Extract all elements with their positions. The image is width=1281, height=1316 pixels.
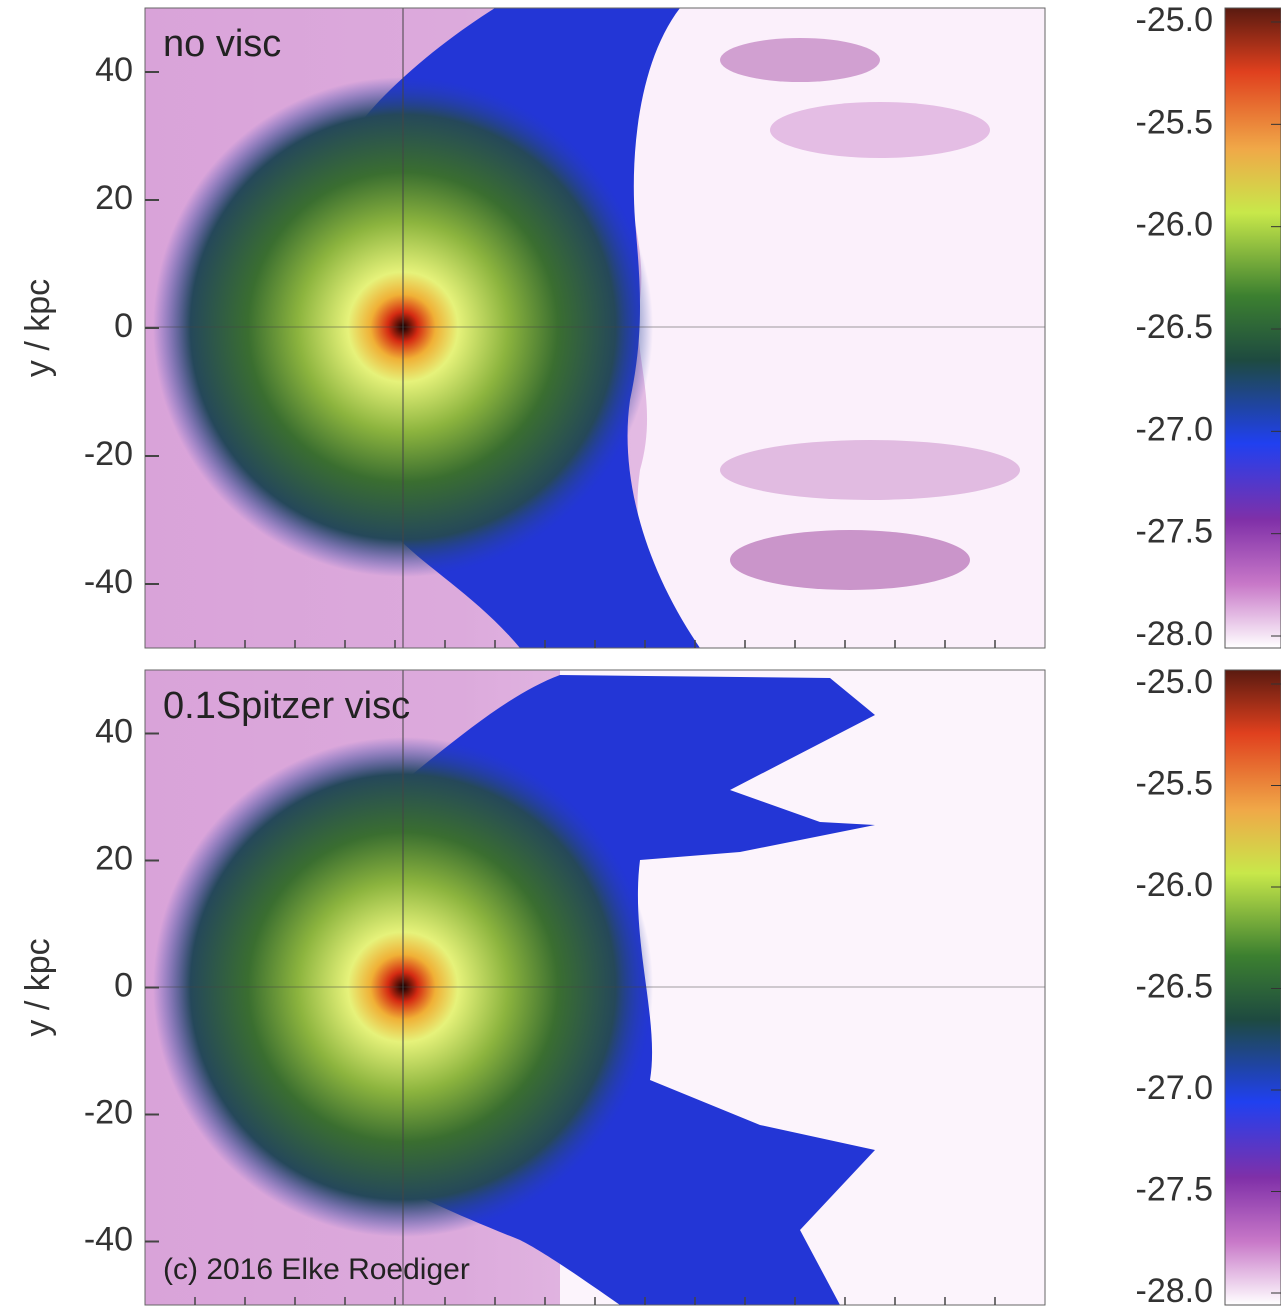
colorbar-tick-label: -25.0 [1136, 663, 1214, 701]
y-axis-label: y / kpc [19, 279, 57, 377]
y-tick-label: 40 [95, 712, 133, 750]
colorbar-tick-label: -27.5 [1136, 1170, 1214, 1208]
colorbar-tick-label: -25.5 [1136, 764, 1214, 802]
y-tick-label: -20 [84, 1093, 133, 1131]
colorbar-tick-label: -26.0 [1136, 866, 1214, 904]
y-tick-label: -20 [84, 435, 133, 473]
panel-title: 0.1Spitzer visc [163, 685, 410, 727]
y-tick-label: 20 [95, 179, 133, 217]
colorbar-tick-label: -28.0 [1136, 615, 1214, 653]
panel-title: no visc [163, 23, 281, 65]
simulation-image [145, 8, 1045, 648]
colorbar-tick-label: -26.0 [1136, 206, 1214, 244]
colorbar-tick-label: -27.0 [1136, 1069, 1214, 1107]
y-tick-label: 0 [114, 966, 133, 1004]
annotation: (c) 2016 Elke Roediger [163, 1253, 470, 1286]
colorbar-tick-label: -27.5 [1136, 513, 1214, 551]
figure: 40 20 0 -20 -40 y / kpc no visc -25.0 -25.5 -26.0… [0, 0, 1281, 1311]
colorbar-tick-label: -28.0 [1136, 1272, 1214, 1310]
y-tick-label: 20 [95, 839, 133, 877]
colorbar-tick-label: -27.0 [1136, 410, 1214, 448]
colorbar-tick-label: -25.5 [1136, 103, 1214, 141]
y-tick-label: -40 [84, 563, 133, 601]
colorbar-tick-label: -26.5 [1136, 308, 1214, 346]
y-tick-label: 0 [114, 307, 133, 345]
colorbar [1225, 670, 1281, 1305]
colorbar [1225, 8, 1281, 648]
y-axis-label: y / kpc [19, 938, 57, 1036]
colorbar-tick-label: -25.0 [1136, 1, 1214, 39]
y-tick-label: -40 [84, 1220, 133, 1258]
y-tick-label: 40 [95, 51, 133, 89]
colorbar-tick-label: -26.5 [1136, 967, 1214, 1005]
